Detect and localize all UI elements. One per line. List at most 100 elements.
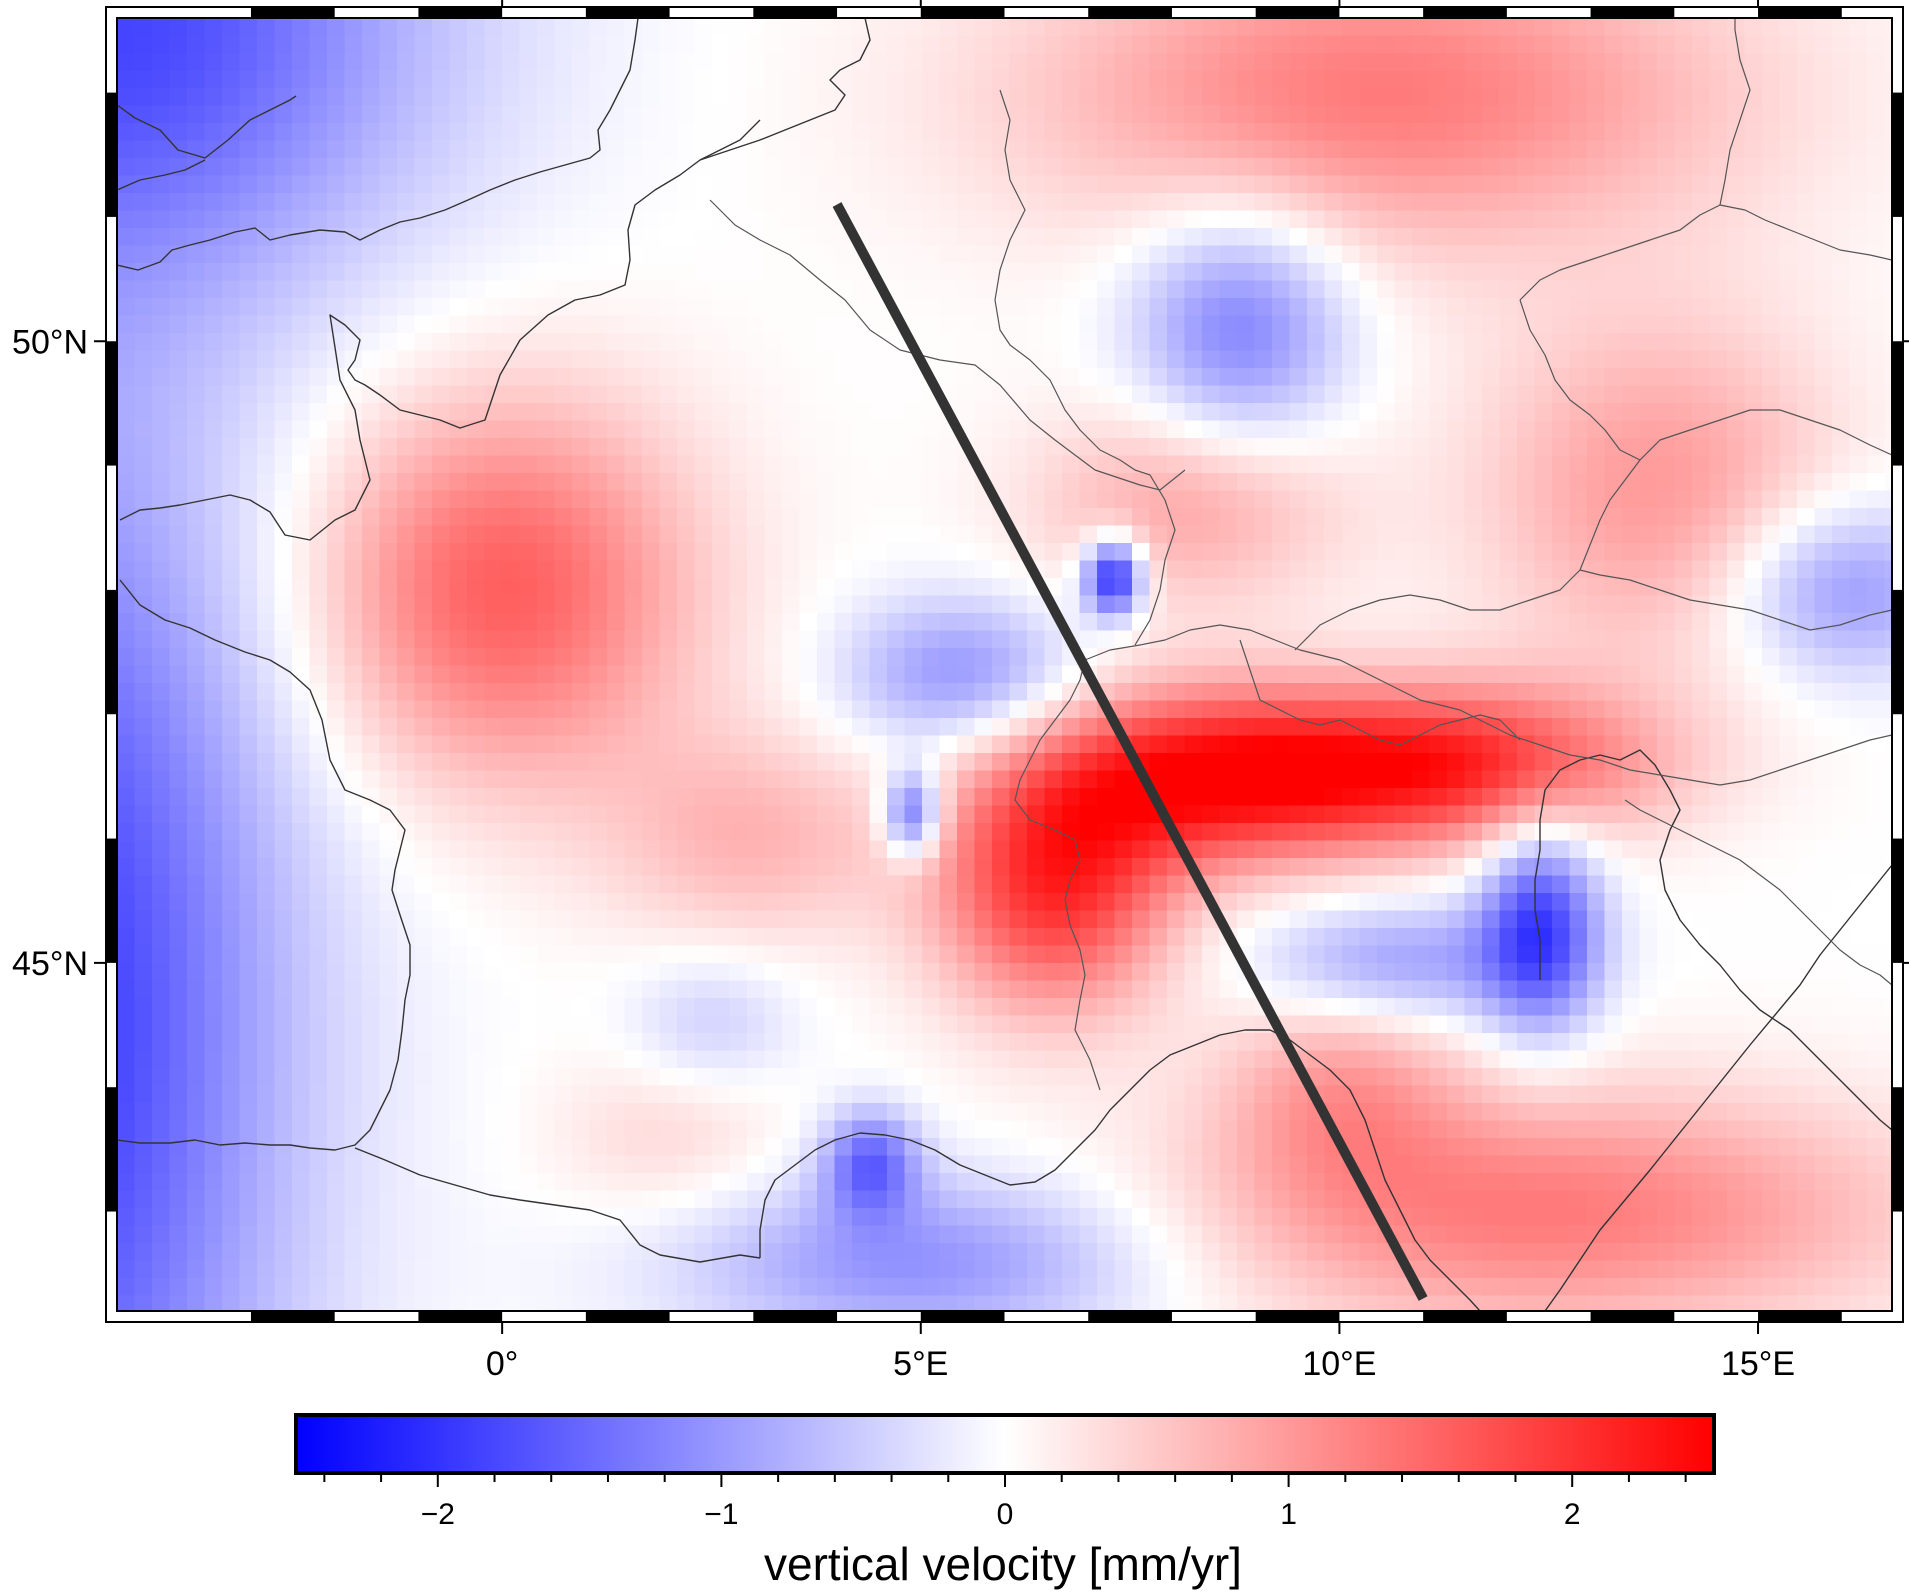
heatmap-cell (1499, 665, 1518, 684)
heatmap-cell (607, 228, 626, 247)
heatmap-cell (1184, 508, 1203, 527)
heatmap-cell (554, 245, 573, 264)
heatmap-cell (887, 333, 906, 352)
heatmap-cell (747, 158, 766, 177)
heatmap-cell (1622, 665, 1641, 684)
heatmap-cell (152, 700, 171, 719)
heatmap-cell (1184, 613, 1203, 632)
heatmap-cell (1079, 543, 1098, 562)
heatmap-cell (397, 858, 416, 877)
heatmap-cell (747, 665, 766, 684)
heatmap-cell (1377, 228, 1396, 247)
heatmap-cell (1762, 630, 1781, 649)
heatmap-cell (642, 105, 661, 124)
heatmap-cell (239, 158, 258, 177)
heatmap-cell (624, 315, 643, 334)
heatmap-cell (729, 70, 748, 89)
heatmap-cell (1097, 368, 1116, 387)
heatmap-cell (344, 350, 363, 369)
heatmap-cell (397, 735, 416, 754)
heatmap-cell (992, 770, 1011, 789)
heatmap-cell (1114, 578, 1133, 597)
heatmap-cell (1394, 105, 1413, 124)
heatmap-cell (1709, 35, 1728, 54)
heatmap-cell (642, 403, 661, 422)
heatmap-cell (677, 245, 696, 264)
heatmap-cell (1464, 298, 1483, 317)
heatmap-cell (344, 858, 363, 877)
heatmap-cell (1867, 175, 1886, 194)
heatmap-cell (1219, 228, 1238, 247)
heatmap-cell (134, 158, 153, 177)
heatmap-cell (537, 298, 556, 317)
heatmap-cell (379, 53, 398, 72)
heatmap-cell (589, 718, 608, 737)
heatmap-cell (292, 280, 311, 299)
heatmap-cell (677, 770, 696, 789)
heatmap-cell (467, 193, 486, 212)
heatmap-cell (572, 665, 591, 684)
heatmap-cell (362, 735, 381, 754)
heatmap-cell (414, 490, 433, 509)
heatmap-cell (1534, 298, 1553, 317)
heatmap-cell (1342, 315, 1361, 334)
heatmap-cell (694, 665, 713, 684)
heatmap-cell (1394, 595, 1413, 614)
heatmap-cell (379, 753, 398, 772)
heatmap-cell (1534, 595, 1553, 614)
heatmap-cell (1202, 490, 1221, 509)
heatmap-cell (1184, 543, 1203, 562)
heatmap-cell (869, 490, 888, 509)
heatmap-cell (1132, 368, 1151, 387)
heatmap-cell (607, 595, 626, 614)
heatmap-cell (1149, 53, 1168, 72)
heatmap-cell (1849, 858, 1868, 877)
heatmap-cell (169, 455, 188, 474)
heatmap-cell (187, 490, 206, 509)
heatmap-cell (1797, 665, 1816, 684)
heatmap-cell (327, 245, 346, 264)
heatmap-cell (1832, 840, 1851, 859)
heatmap-cell (1079, 770, 1098, 789)
heatmap-cell (344, 158, 363, 177)
heatmap-cell (1324, 18, 1343, 37)
heatmap-cell (1674, 560, 1693, 579)
heatmap-cell (327, 123, 346, 142)
heatmap-cell (1657, 350, 1676, 369)
heatmap-cell (1184, 490, 1203, 509)
heatmap-cell (1779, 438, 1798, 457)
heatmap-cell (1604, 35, 1623, 54)
heatmap-cell (1639, 123, 1658, 142)
heatmap-cell (537, 613, 556, 632)
heatmap-cell (589, 613, 608, 632)
heatmap-cell (1587, 438, 1606, 457)
heatmap-cell (484, 473, 503, 492)
heatmap-cell (1429, 840, 1448, 859)
heatmap-cell (729, 525, 748, 544)
heatmap-cell (152, 18, 171, 37)
heatmap-cell (432, 403, 451, 422)
heatmap-cell (1744, 613, 1763, 632)
heatmap-cell (1762, 508, 1781, 527)
heatmap-cell (169, 560, 188, 579)
heatmap-cell (1167, 718, 1186, 737)
heatmap-cell (1587, 858, 1606, 877)
heatmap-cell (1464, 683, 1483, 702)
heatmap-cell (1289, 770, 1308, 789)
heatmap-cell (1604, 123, 1623, 142)
heatmap-cell (1657, 700, 1676, 719)
heatmap-cell (1219, 665, 1238, 684)
heatmap-cell (379, 70, 398, 89)
heatmap-cell (519, 123, 538, 142)
heatmap-cell (327, 70, 346, 89)
heatmap-cell (1849, 805, 1868, 824)
heatmap-cell (852, 315, 871, 334)
heatmap-cell (677, 35, 696, 54)
heatmap-cell (1657, 490, 1676, 509)
heatmap-cell (1009, 368, 1028, 387)
heatmap-cell (1884, 368, 1892, 387)
heatmap-cell (677, 385, 696, 404)
heatmap-cell (1517, 700, 1536, 719)
heatmap-cell (292, 438, 311, 457)
heatmap-cell (432, 525, 451, 544)
